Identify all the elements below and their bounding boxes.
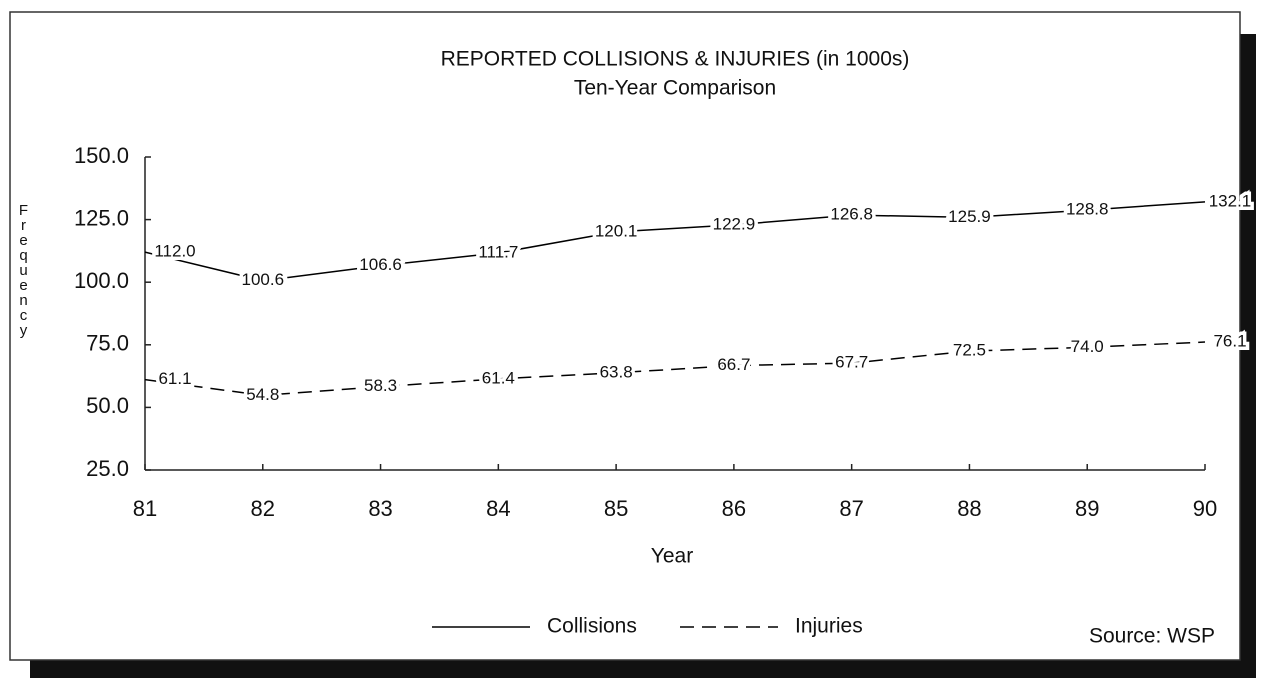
data-label: 63.8 <box>600 362 633 381</box>
y-tick-label: 125.0 <box>74 205 129 230</box>
data-label: 67.7 <box>835 353 868 372</box>
series-line <box>144 201 1206 282</box>
y-tick-label: 100.0 <box>74 268 129 293</box>
data-label: 125.9 <box>948 207 991 226</box>
data-label: 120.1 <box>595 221 638 240</box>
data-label: 76.1 <box>1213 332 1246 351</box>
chart-subtitle: Ten-Year Comparison <box>574 77 776 100</box>
data-label: 72.5 <box>953 341 986 360</box>
data-label: 112.0 <box>154 242 195 261</box>
legend-label: Collisions <box>547 615 637 638</box>
x-tick-label: 84 <box>486 496 510 521</box>
x-axis-title: Year <box>651 545 693 568</box>
x-tick-label: 83 <box>368 496 392 521</box>
data-label: 111.7 <box>478 242 518 261</box>
y-tick-label: 50.0 <box>86 393 129 418</box>
data-label: 74.0 <box>1071 337 1104 356</box>
x-tick-label: 90 <box>1193 496 1217 521</box>
data-label: 100.6 <box>242 270 285 289</box>
frame-shadow <box>30 660 1256 678</box>
legend-label: Injuries <box>795 615 863 638</box>
data-label: 66.7 <box>717 355 750 374</box>
y-tick-label: 25.0 <box>86 456 129 481</box>
data-label: 54.8 <box>246 385 279 404</box>
x-tick-label: 82 <box>251 496 275 521</box>
data-label: 122.9 <box>713 214 756 233</box>
y-axis-title: Frequency <box>15 202 32 337</box>
frame-shadow <box>1240 34 1256 678</box>
data-label: 126.8 <box>830 205 873 224</box>
series-line <box>144 341 1206 397</box>
frame <box>9 11 1241 661</box>
data-label: 58.3 <box>364 376 397 395</box>
x-tick-label: 81 <box>133 496 157 521</box>
x-tick-label: 86 <box>722 496 746 521</box>
x-tick-label: 85 <box>604 496 628 521</box>
source-note: Source: WSP <box>1089 625 1215 648</box>
x-tick-label: 88 <box>957 496 981 521</box>
data-label: 61.1 <box>158 369 191 388</box>
data-label: 61.4 <box>482 368 515 387</box>
chart-title: REPORTED COLLISIONS & INJURIES (in 1000s… <box>441 48 910 71</box>
x-tick-label: 87 <box>839 496 863 521</box>
data-label: 106.6 <box>359 255 402 274</box>
y-tick-label: 150.0 <box>74 143 129 168</box>
y-tick-label: 75.0 <box>86 331 129 356</box>
x-tick-label: 89 <box>1075 496 1099 521</box>
data-label: 132.1 <box>1209 191 1252 210</box>
data-label: 128.8 <box>1066 200 1109 219</box>
